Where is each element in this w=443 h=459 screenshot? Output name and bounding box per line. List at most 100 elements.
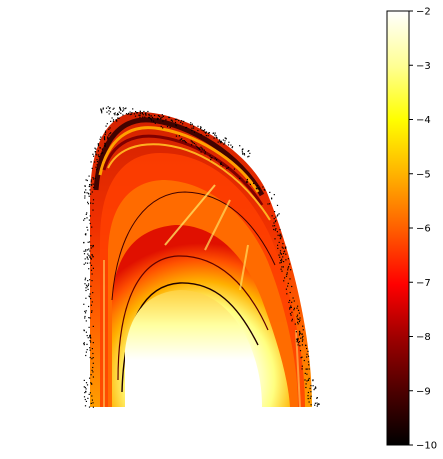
speckle-point (307, 355, 310, 357)
speckle-point (174, 121, 177, 123)
speckle-point (84, 392, 86, 394)
speckle-point (302, 339, 304, 341)
speckle-point (214, 157, 216, 159)
speckle-point (120, 109, 122, 111)
speckle-point (89, 185, 91, 187)
speckle-point (117, 113, 119, 116)
speckle-point (220, 162, 222, 164)
speckle-point (286, 293, 288, 295)
speckle-point (308, 368, 310, 370)
speckle-point (219, 140, 221, 142)
speckle-point (85, 310, 87, 312)
speckle-point (271, 215, 273, 217)
speckle-point (92, 402, 94, 404)
speckle-point (132, 108, 134, 110)
speckle-point (284, 277, 286, 279)
speckle-point (273, 228, 275, 231)
speckle-point (114, 112, 116, 114)
speckle-point (92, 371, 94, 373)
speckle-point (150, 115, 152, 117)
speckle-point (104, 145, 106, 147)
speckle-point (134, 115, 137, 117)
speckle-point (102, 107, 104, 109)
speckle-point (274, 238, 276, 240)
speckle-point (200, 126, 202, 128)
speckle-point (90, 257, 92, 259)
speckle-point (275, 228, 277, 230)
speckle-point (96, 159, 98, 161)
speckle-point (310, 385, 312, 387)
speckle-point (89, 222, 91, 225)
speckle-point (214, 132, 216, 134)
speckle-point (150, 118, 152, 120)
speckle-point (308, 364, 310, 366)
speckle-point (185, 127, 187, 129)
speckle-point (291, 301, 293, 303)
speckle-point (281, 260, 283, 262)
speckle-point (181, 120, 183, 122)
speckle-point (83, 219, 85, 221)
speckle-point (88, 317, 90, 319)
speckle-point (297, 305, 299, 307)
speckle-point (279, 233, 281, 235)
speckle-point (86, 217, 88, 219)
speckle-point (197, 125, 199, 127)
colorbar-tick-label: −8 (416, 332, 431, 343)
speckle-point (120, 112, 122, 114)
speckle-point (296, 341, 298, 343)
speckle-point (85, 262, 87, 264)
speckle-point (84, 283, 86, 285)
speckle-point (88, 393, 90, 395)
speckle-point (193, 127, 195, 129)
speckle-point (298, 331, 301, 333)
speckle-point (287, 285, 289, 287)
speckle-point (299, 333, 301, 335)
speckle-point (297, 344, 299, 346)
speckle-point (271, 198, 273, 200)
speckle-point (87, 258, 89, 260)
speckle-point (141, 112, 143, 114)
speckle-point (285, 253, 287, 255)
speckle-point (169, 126, 171, 128)
speckle-point (280, 268, 282, 270)
speckle-point (279, 238, 281, 240)
speckle-point (89, 356, 91, 359)
speckle-point (224, 140, 226, 142)
speckle-point (85, 289, 87, 292)
speckle-point (316, 397, 318, 399)
speckle-point (90, 161, 92, 163)
speckle-point (199, 148, 201, 151)
speckle-point (281, 258, 283, 260)
speckle-point (100, 136, 102, 138)
speckle-point (289, 278, 291, 280)
speckle-point (297, 321, 299, 323)
speckle-point (107, 136, 109, 138)
speckle-point (148, 117, 150, 119)
speckle-point (317, 403, 320, 405)
speckle-point (253, 182, 255, 184)
speckle-point (299, 332, 301, 334)
speckle-point (287, 282, 289, 284)
speckle-point (306, 380, 308, 382)
speckle-point (200, 134, 202, 136)
speckle-point (246, 181, 248, 183)
speckle-point (174, 119, 176, 121)
speckle-point (85, 391, 87, 393)
speckle-point (92, 352, 94, 355)
speckle-point (195, 144, 197, 146)
speckle-point (103, 138, 106, 140)
speckle-point (84, 197, 86, 199)
speckle-point (161, 114, 163, 116)
speckle-point (86, 256, 88, 258)
speckle-point (91, 369, 93, 371)
speckle-point (91, 184, 93, 186)
speckle-point (130, 113, 133, 115)
speckle-point (96, 154, 98, 156)
speckle-point (262, 186, 264, 188)
speckle-point (92, 325, 94, 327)
speckle-point (92, 183, 94, 185)
speckle-point (289, 291, 291, 294)
speckle-point (87, 397, 89, 399)
speckle-point (178, 119, 180, 122)
speckle-point (175, 124, 177, 126)
